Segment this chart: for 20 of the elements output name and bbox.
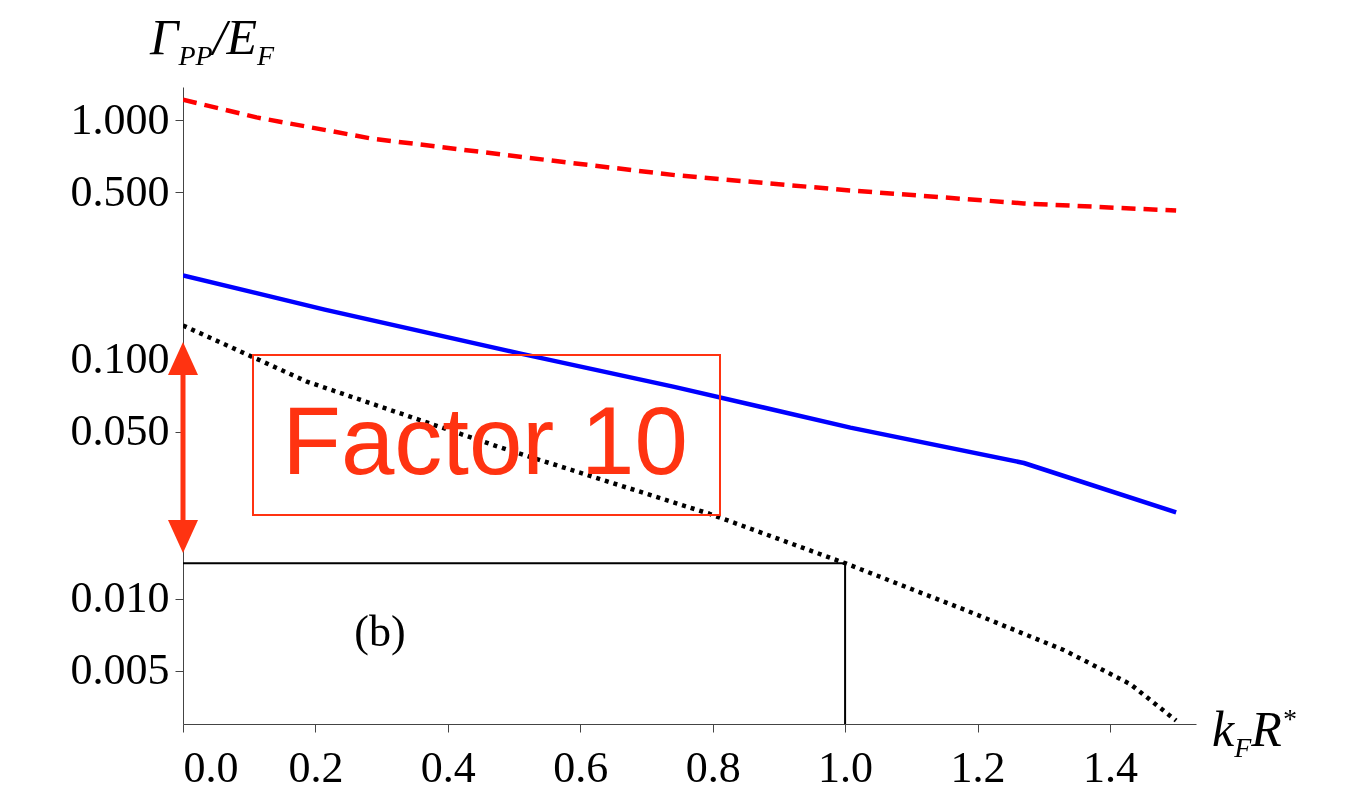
y-tick-label: 0.005 xyxy=(70,645,170,695)
y-tick-label: 0.500 xyxy=(70,166,170,216)
annotation: (b) xyxy=(354,607,406,656)
x-tick-label: 0.8 xyxy=(685,742,741,792)
line-series xyxy=(183,97,1179,213)
y-tick-label: 0.010 xyxy=(70,573,170,623)
y-tick-label: 0.100 xyxy=(70,334,170,384)
line-series xyxy=(183,273,1179,515)
y-axis-title: Γ$_{PP}$/E$_{F}$ xyxy=(150,8,275,72)
x-tick-label: 0.4 xyxy=(420,742,476,792)
x-tick-label: 0.0 xyxy=(183,742,239,792)
x-tick-label: 0.6 xyxy=(553,742,609,792)
x-axis-title: k$_{F}$R$^{*}$ xyxy=(1212,700,1296,764)
y-tick-label: 1.000 xyxy=(70,94,170,144)
x-tick-label: 1.0 xyxy=(818,742,874,792)
x-tick-label: 1.4 xyxy=(1082,742,1138,792)
line-series xyxy=(183,323,1179,723)
x-tick-label: 1.2 xyxy=(950,742,1006,792)
x-tick-label: 0.2 xyxy=(288,742,344,792)
y-tick-label: 0.050 xyxy=(70,406,170,456)
